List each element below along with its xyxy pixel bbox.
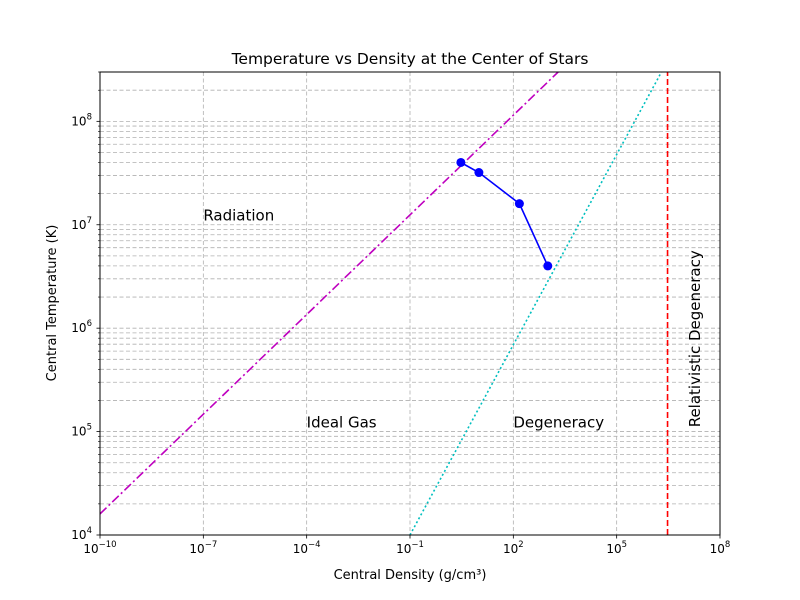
region-label: Degeneracy xyxy=(513,413,604,431)
x-tick-exponent: 8 xyxy=(725,540,730,550)
y-tick-exponent: 5 xyxy=(87,423,92,433)
grid-layer xyxy=(99,71,721,536)
y-tick-base: 10 xyxy=(71,218,86,232)
x-tick-label: 10−4 xyxy=(293,540,321,556)
x-tick-base: 10 xyxy=(189,542,204,556)
x-tick-label: 10−1 xyxy=(396,540,424,556)
x-tick-label: 10−7 xyxy=(189,540,217,556)
x-tick-base: 10 xyxy=(503,542,518,556)
y-tick-base: 10 xyxy=(71,528,86,542)
y-tick-label: 108 xyxy=(71,112,92,128)
y-tick-label: 105 xyxy=(71,423,92,439)
y-tick-exponent: 6 xyxy=(87,319,92,329)
radiation-boundary-line xyxy=(100,72,559,515)
data-point xyxy=(543,261,553,271)
region-label: Radiation xyxy=(203,206,274,224)
x-tick-exponent: −4 xyxy=(308,540,321,550)
y-tick-label: 104 xyxy=(71,526,92,542)
chart-title: Temperature vs Density at the Center of … xyxy=(231,50,589,68)
data-point xyxy=(514,199,524,209)
series-line xyxy=(460,161,549,267)
x-tick-exponent: −1 xyxy=(411,540,424,550)
y-tick-exponent: 4 xyxy=(87,526,92,536)
x-tick-base: 10 xyxy=(83,542,98,556)
region-label: Relativistic Degeneracy xyxy=(686,250,704,427)
series-layer xyxy=(100,72,669,535)
y-tick-exponent: 8 xyxy=(87,112,92,122)
y-tick-base: 10 xyxy=(71,114,86,128)
data-point xyxy=(456,157,466,167)
x-tick-label: 108 xyxy=(710,540,731,556)
y-axis-title: Central Temperature (K) xyxy=(45,225,60,382)
x-tick-exponent: −7 xyxy=(205,540,218,550)
annotation-layer: Radiation Ideal Gas Degeneracy Relativistic… xyxy=(203,206,704,431)
x-tick-exponent: 2 xyxy=(518,540,523,550)
y-tick-label: 107 xyxy=(71,216,92,232)
y-tick-label: 106 xyxy=(71,319,92,335)
x-tick-label: 10−10 xyxy=(83,540,116,556)
ticks-layer: 10−10 10−7 10−4 10−1 102 105 10810410510610710… xyxy=(71,71,731,556)
x-tick-base: 10 xyxy=(293,542,308,556)
x-tick-label: 102 xyxy=(503,540,524,556)
x-tick-base: 10 xyxy=(396,542,411,556)
y-tick-exponent: 7 xyxy=(87,216,92,226)
x-tick-exponent: 5 xyxy=(622,540,627,550)
y-tick-base: 10 xyxy=(71,425,86,439)
x-tick-base: 10 xyxy=(606,542,621,556)
y-tick-base: 10 xyxy=(71,321,86,335)
region-label: Ideal Gas xyxy=(307,413,377,431)
x-tick-base: 10 xyxy=(710,542,725,556)
x-axis-title: Central Density (g/cm³) xyxy=(334,568,487,583)
x-tick-label: 105 xyxy=(606,540,627,556)
data-point xyxy=(474,168,484,178)
x-tick-exponent: −10 xyxy=(99,540,117,550)
